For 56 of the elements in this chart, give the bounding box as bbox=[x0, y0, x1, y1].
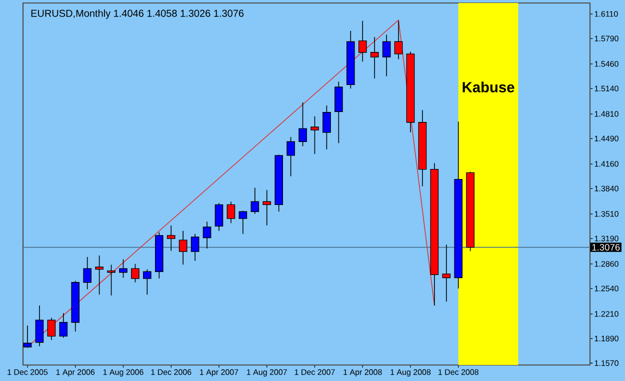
y-tick-label: 1.5790 bbox=[594, 36, 618, 42]
y-tick-label: 1.4810 bbox=[594, 111, 618, 117]
candlestick bbox=[107, 264, 116, 296]
x-tick-label: 1 Dec 2006 bbox=[151, 369, 192, 375]
y-tick-label: 1.3840 bbox=[594, 186, 618, 192]
y-tick-label: 1.5460 bbox=[594, 61, 618, 67]
x-tick-label: 1 Aug 2008 bbox=[390, 369, 431, 376]
y-tick-label: 1.2210 bbox=[594, 311, 618, 317]
x-tick-label: 1 Dec 2005 bbox=[8, 369, 48, 375]
x-tick-label: 1 Dec 2007 bbox=[294, 369, 335, 375]
candlestick bbox=[35, 305, 44, 347]
candlestick bbox=[226, 201, 236, 224]
y-tick-label: 1.3510 bbox=[594, 211, 618, 217]
candlestick bbox=[190, 234, 200, 262]
candlestick bbox=[262, 190, 272, 226]
y-tick-label: 1.1570 bbox=[594, 360, 618, 366]
candlestick bbox=[166, 225, 176, 252]
y-tick-label: 1.4490 bbox=[594, 136, 618, 142]
x-tick-label: 1 Apr 2007 bbox=[200, 369, 238, 376]
candlestick bbox=[322, 105, 331, 150]
candlestick bbox=[131, 264, 140, 283]
x-tick-label: 1 Aug 2007 bbox=[247, 369, 287, 376]
y-tick-label: 1.3190 bbox=[594, 236, 618, 242]
candlestick bbox=[382, 34, 391, 77]
candlestick bbox=[442, 244, 451, 302]
candlestick bbox=[298, 102, 307, 147]
y-tick-label: 1.5140 bbox=[594, 86, 618, 92]
candlestick bbox=[83, 256, 92, 290]
candlestick bbox=[119, 258, 128, 278]
candlestick bbox=[178, 230, 188, 266]
candlestick bbox=[214, 202, 224, 232]
y-tick-label: 1.6110 bbox=[594, 11, 618, 17]
x-tick-label: 1 Apr 2006 bbox=[56, 369, 95, 376]
y-tick-label: 1.2540 bbox=[594, 286, 618, 292]
y-tick-label: 1.2860 bbox=[594, 261, 618, 267]
candlestick bbox=[370, 36, 379, 79]
y-tick-label: 1.1890 bbox=[594, 336, 618, 342]
band-label: Kabuse bbox=[462, 82, 514, 92]
candlestick bbox=[286, 136, 295, 177]
candlestick bbox=[95, 255, 104, 296]
ref-line-label: 1.3076 bbox=[592, 244, 620, 251]
x-tick-label: 1 Dec 2008 bbox=[438, 369, 478, 375]
candlestick bbox=[310, 116, 319, 154]
candlestick bbox=[59, 312, 68, 338]
candlestick bbox=[394, 20, 403, 60]
candlestick bbox=[202, 221, 212, 249]
y-tick-label: 1.4160 bbox=[594, 161, 618, 167]
candlestick bbox=[250, 187, 260, 214]
text: EURUSD,Monthly 1.4046 1.4058 1.3026 1.3076 bbox=[31, 10, 244, 19]
x-tick-label: 1 Apr 2008 bbox=[344, 369, 382, 376]
candlestick bbox=[238, 210, 248, 234]
candlestick bbox=[23, 325, 32, 348]
candlestick bbox=[358, 20, 367, 62]
candlestick bbox=[47, 317, 56, 340]
x-tick-label: 1 Aug 2006 bbox=[103, 369, 144, 376]
candlestick bbox=[143, 268, 152, 296]
